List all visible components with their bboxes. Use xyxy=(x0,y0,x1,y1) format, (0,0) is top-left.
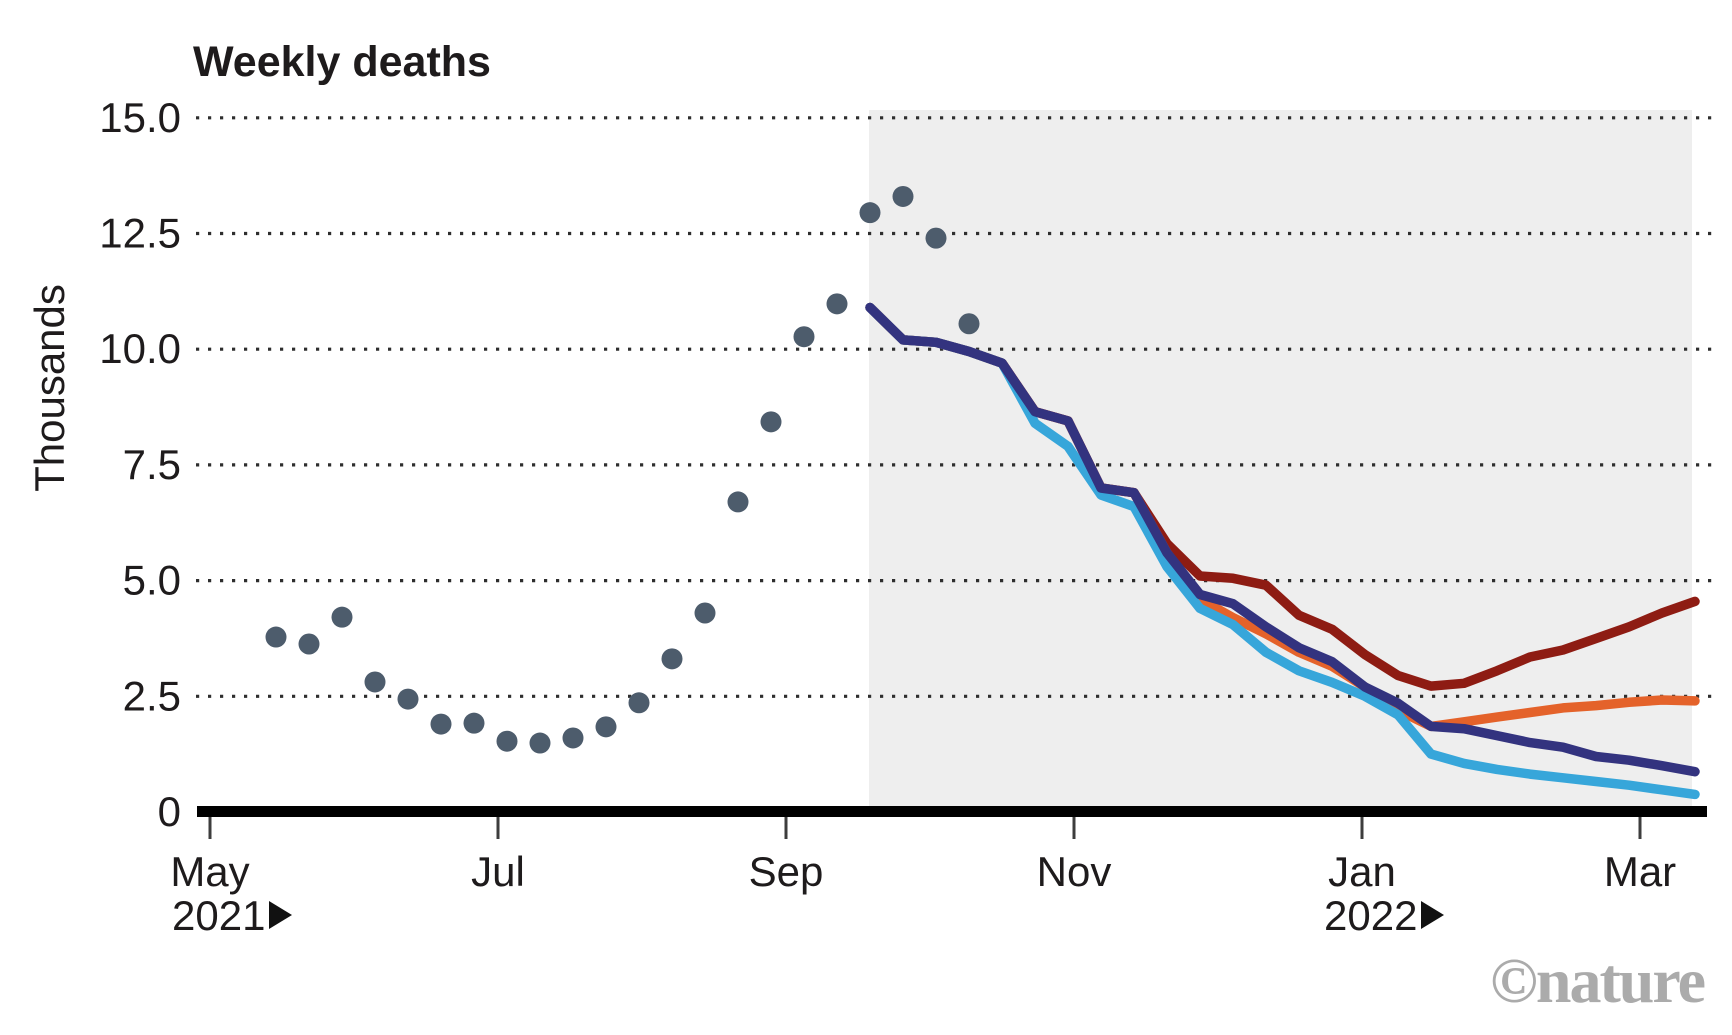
observed-point xyxy=(694,602,716,624)
observed-point xyxy=(430,713,452,735)
y-axis-label: Thousands xyxy=(26,284,73,492)
x-tick-label-May: May xyxy=(170,848,249,895)
x-tick-Nov xyxy=(1072,817,1076,839)
x-axis-layer xyxy=(197,806,1707,839)
right-arrow-icon xyxy=(1421,901,1444,929)
x-tick-labels-layer: May Jul Sep Nov Jan Mar 2021 2022 xyxy=(170,848,1676,939)
nature-logo: ©nature xyxy=(1490,945,1705,1016)
forecast-navy-line xyxy=(865,302,1700,777)
observed-point xyxy=(298,633,320,655)
observed-point xyxy=(727,491,749,513)
observed-point xyxy=(892,185,914,207)
x-tick-label-Mar: Mar xyxy=(1604,848,1676,895)
observed-point xyxy=(661,648,683,670)
x-tick-Jul xyxy=(496,817,500,839)
right-arrow-icon xyxy=(269,901,292,929)
observed-point xyxy=(958,313,980,335)
y-tick-label-0: 0 xyxy=(158,788,181,835)
observed-point xyxy=(595,716,617,738)
forecast-lines-layer xyxy=(865,302,1700,800)
x-axis-line xyxy=(197,806,1707,817)
observed-points-layer xyxy=(265,185,980,754)
observed-point xyxy=(397,688,419,710)
y-tick-label-7.5: 7.5 xyxy=(123,441,181,488)
observed-point xyxy=(562,727,584,749)
forecast-shaded-region xyxy=(869,110,1692,806)
forecast-band-layer xyxy=(869,110,1692,806)
y-tick-labels-layer: 0 2.5 5.0 7.5 10.0 12.5 15.0 xyxy=(99,94,181,835)
y-tick-label-2.5: 2.5 xyxy=(123,672,181,719)
year-label-2021: 2021 xyxy=(172,892,265,939)
y-tick-label-15.0: 15.0 xyxy=(99,94,181,141)
observed-point xyxy=(529,732,551,754)
year-label-2022: 2022 xyxy=(1324,892,1417,939)
x-tick-label-Jul: Jul xyxy=(471,848,525,895)
observed-point xyxy=(628,692,650,714)
observed-point xyxy=(925,227,947,249)
observed-point xyxy=(463,712,485,734)
y-tick-label-10.0: 10.0 xyxy=(99,325,181,372)
y-tick-label-12.5: 12.5 xyxy=(99,210,181,257)
x-tick-Jan xyxy=(1360,817,1364,839)
x-tick-label-Nov: Nov xyxy=(1037,848,1112,895)
x-tick-label-Sep: Sep xyxy=(749,848,824,895)
observed-point xyxy=(364,671,386,693)
observed-point xyxy=(331,606,353,628)
x-tick-Sep xyxy=(784,817,788,839)
observed-point xyxy=(793,326,815,348)
y-tick-label-5.0: 5.0 xyxy=(123,557,181,604)
observed-point xyxy=(496,730,518,752)
observed-point xyxy=(826,293,848,315)
observed-point xyxy=(859,202,881,224)
x-tick-Mar xyxy=(1638,817,1642,839)
chart-title: Weekly deaths xyxy=(193,38,491,86)
observed-point xyxy=(760,411,782,433)
x-tick-May xyxy=(208,817,212,839)
x-tick-label-Jan: Jan xyxy=(1328,848,1396,895)
observed-point xyxy=(265,626,287,648)
